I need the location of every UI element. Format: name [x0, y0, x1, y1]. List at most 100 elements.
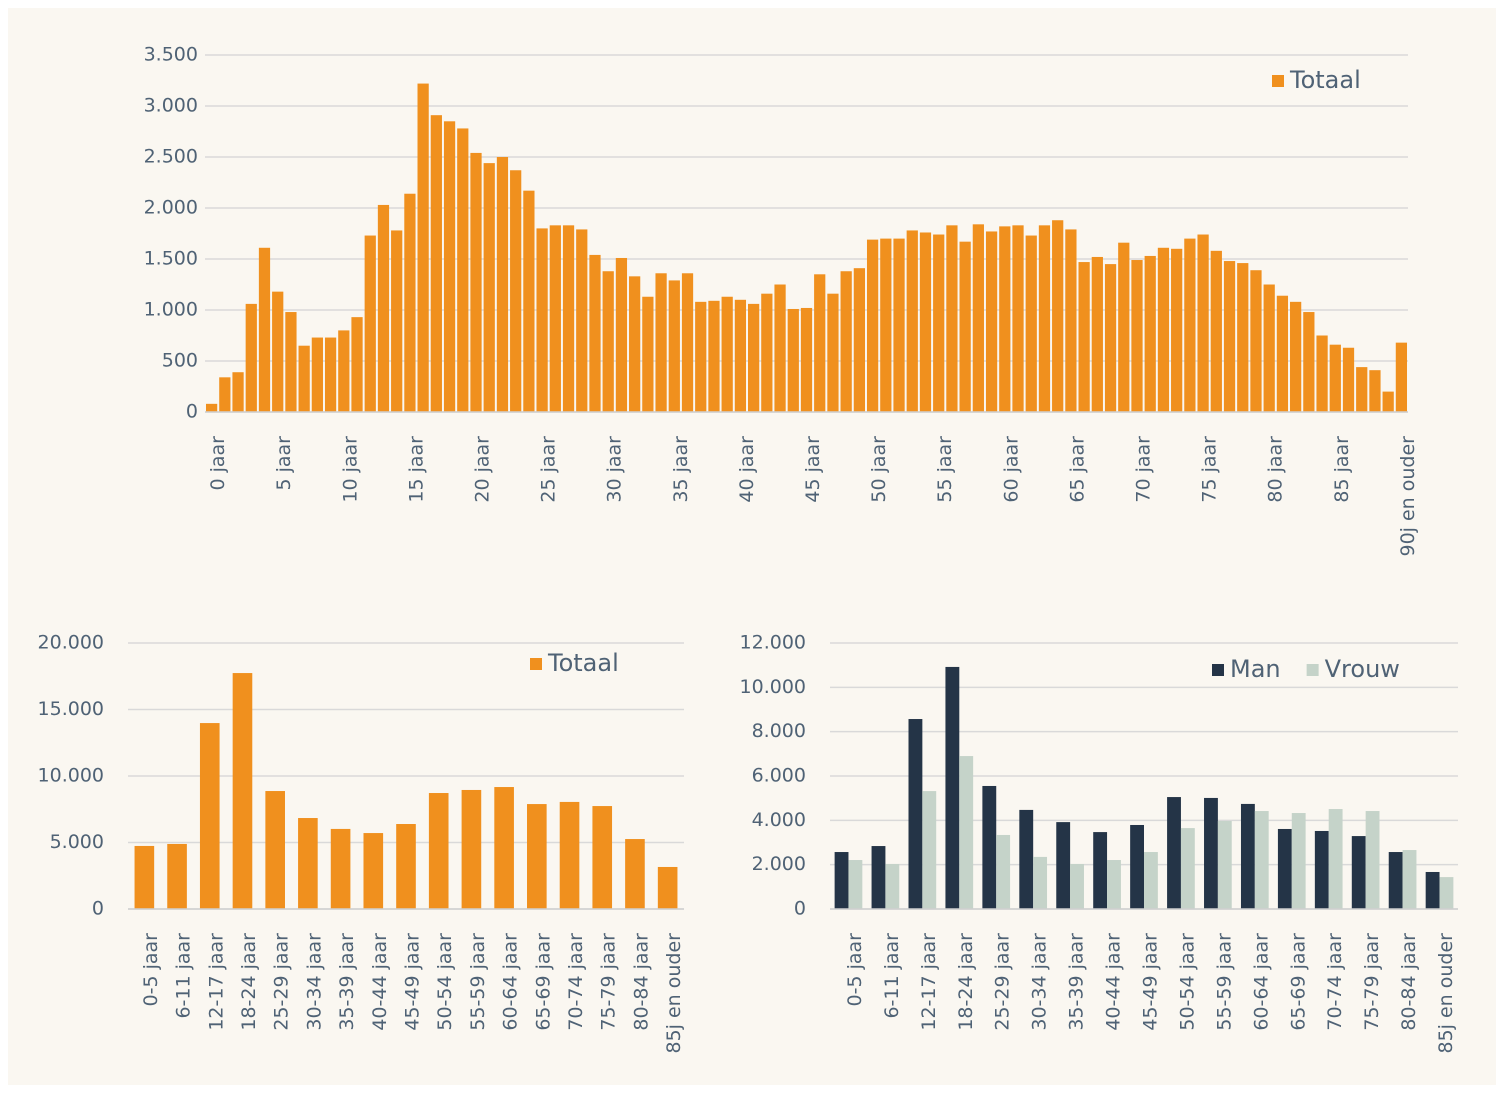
- bar: [1157, 247, 1170, 412]
- y-tick-label: 0: [794, 898, 806, 920]
- bar: [232, 673, 253, 909]
- bar: [834, 852, 849, 909]
- bar: [1369, 370, 1381, 412]
- x-tick-label: 6-11 jaar: [173, 933, 195, 1019]
- x-tick-label: 85 jaar: [1331, 436, 1353, 503]
- x-tick-label: 50-54 jaar: [1176, 933, 1198, 1031]
- bar: [1180, 828, 1195, 909]
- legend-swatch: [530, 658, 542, 670]
- bar: [615, 257, 628, 412]
- bar: [1167, 797, 1181, 909]
- bar: [1303, 312, 1315, 412]
- bar: [285, 312, 297, 412]
- bar: [880, 238, 892, 412]
- bar: [457, 128, 469, 412]
- bar: [972, 224, 984, 412]
- bar: [1038, 225, 1051, 412]
- x-tick-label: 25-29 jaar: [992, 933, 1014, 1031]
- bar: [800, 307, 813, 412]
- x-tick-label: 60 jaar: [1000, 436, 1022, 503]
- bar: [1019, 809, 1034, 909]
- y-tick-label: 2.000: [752, 853, 806, 875]
- x-tick-label: 65-69 jaar: [532, 933, 554, 1031]
- bar: [483, 163, 495, 412]
- x-tick-label: 6-11 jaar: [881, 933, 903, 1019]
- bar: [625, 839, 645, 909]
- bar: [562, 225, 575, 412]
- x-tick-label: 45-49 jaar: [1140, 933, 1162, 1031]
- bar: [1184, 238, 1196, 412]
- x-tick-label: 18-24 jaar: [238, 933, 260, 1031]
- bar: [1316, 335, 1328, 412]
- y-tick-label: 3.500: [144, 44, 198, 66]
- bar: [840, 271, 852, 412]
- bar: [1210, 250, 1222, 412]
- bar: [787, 308, 799, 412]
- x-tick-label: 12-17 jaar: [205, 933, 227, 1031]
- x-tick-label: 40 jaar: [736, 436, 758, 503]
- bar: [1277, 828, 1292, 909]
- bar: [1025, 235, 1037, 412]
- bar: [761, 293, 773, 412]
- bar: [1056, 822, 1071, 909]
- bar: [866, 239, 879, 412]
- bar: [908, 719, 923, 909]
- x-tick-label: 25 jaar: [538, 436, 560, 503]
- bar: [1197, 234, 1209, 412]
- bar: [602, 271, 614, 412]
- bar: [430, 115, 442, 413]
- bar: [219, 377, 231, 412]
- bar: [1104, 264, 1117, 412]
- y-tick-label: 3.000: [144, 95, 198, 117]
- bar: [1118, 242, 1130, 412]
- bar: [1078, 262, 1090, 412]
- bar: [1171, 248, 1183, 412]
- bar: [982, 785, 997, 909]
- bar: [443, 121, 456, 413]
- bar: [1314, 830, 1329, 909]
- bar: [510, 170, 522, 412]
- y-tick-label: 0: [186, 401, 198, 423]
- x-tick-label: 18-24 jaar: [955, 933, 977, 1031]
- bar: [1091, 256, 1103, 412]
- bar: [945, 666, 960, 909]
- x-tick-label: 35-39 jaar: [1066, 933, 1088, 1031]
- bar: [1144, 852, 1158, 909]
- bar: [695, 301, 707, 412]
- bar: [298, 818, 318, 909]
- bar: [1237, 263, 1249, 412]
- bar: [1351, 836, 1366, 909]
- legend-swatch: [1212, 664, 1224, 676]
- bar: [999, 226, 1011, 412]
- bar: [311, 337, 323, 412]
- bar: [655, 273, 667, 412]
- bar: [523, 190, 535, 412]
- bar: [827, 293, 839, 412]
- bar: [1033, 856, 1048, 909]
- bar: [1012, 225, 1024, 412]
- bar: [272, 291, 284, 412]
- bar: [1144, 255, 1156, 412]
- x-tick-label: 50 jaar: [868, 436, 890, 503]
- x-tick-label: 80 jaar: [1265, 436, 1287, 503]
- bar: [167, 843, 187, 909]
- bar: [1342, 347, 1355, 412]
- bar: [814, 274, 826, 412]
- legend-swatch: [1306, 664, 1319, 676]
- bar: [922, 791, 937, 909]
- x-tick-label: 30 jaar: [604, 436, 626, 503]
- x-tick-label: 10 jaar: [339, 436, 361, 503]
- bar: [774, 284, 786, 412]
- x-tick-label: 60-64 jaar: [500, 933, 522, 1031]
- x-tick-label: 65 jaar: [1066, 436, 1088, 503]
- bar: [1070, 864, 1084, 909]
- x-tick-label: 90j en ouder: [1397, 436, 1419, 557]
- bar: [1223, 261, 1236, 412]
- x-tick-label: 25-29 jaar: [271, 933, 293, 1031]
- x-tick-label: 75-79 jaar: [1361, 933, 1383, 1031]
- bar: [906, 230, 918, 412]
- y-tick-label: 20.000: [38, 632, 104, 654]
- bar: [629, 276, 641, 412]
- y-tick-label: 10.000: [740, 676, 806, 698]
- bar: [298, 345, 310, 412]
